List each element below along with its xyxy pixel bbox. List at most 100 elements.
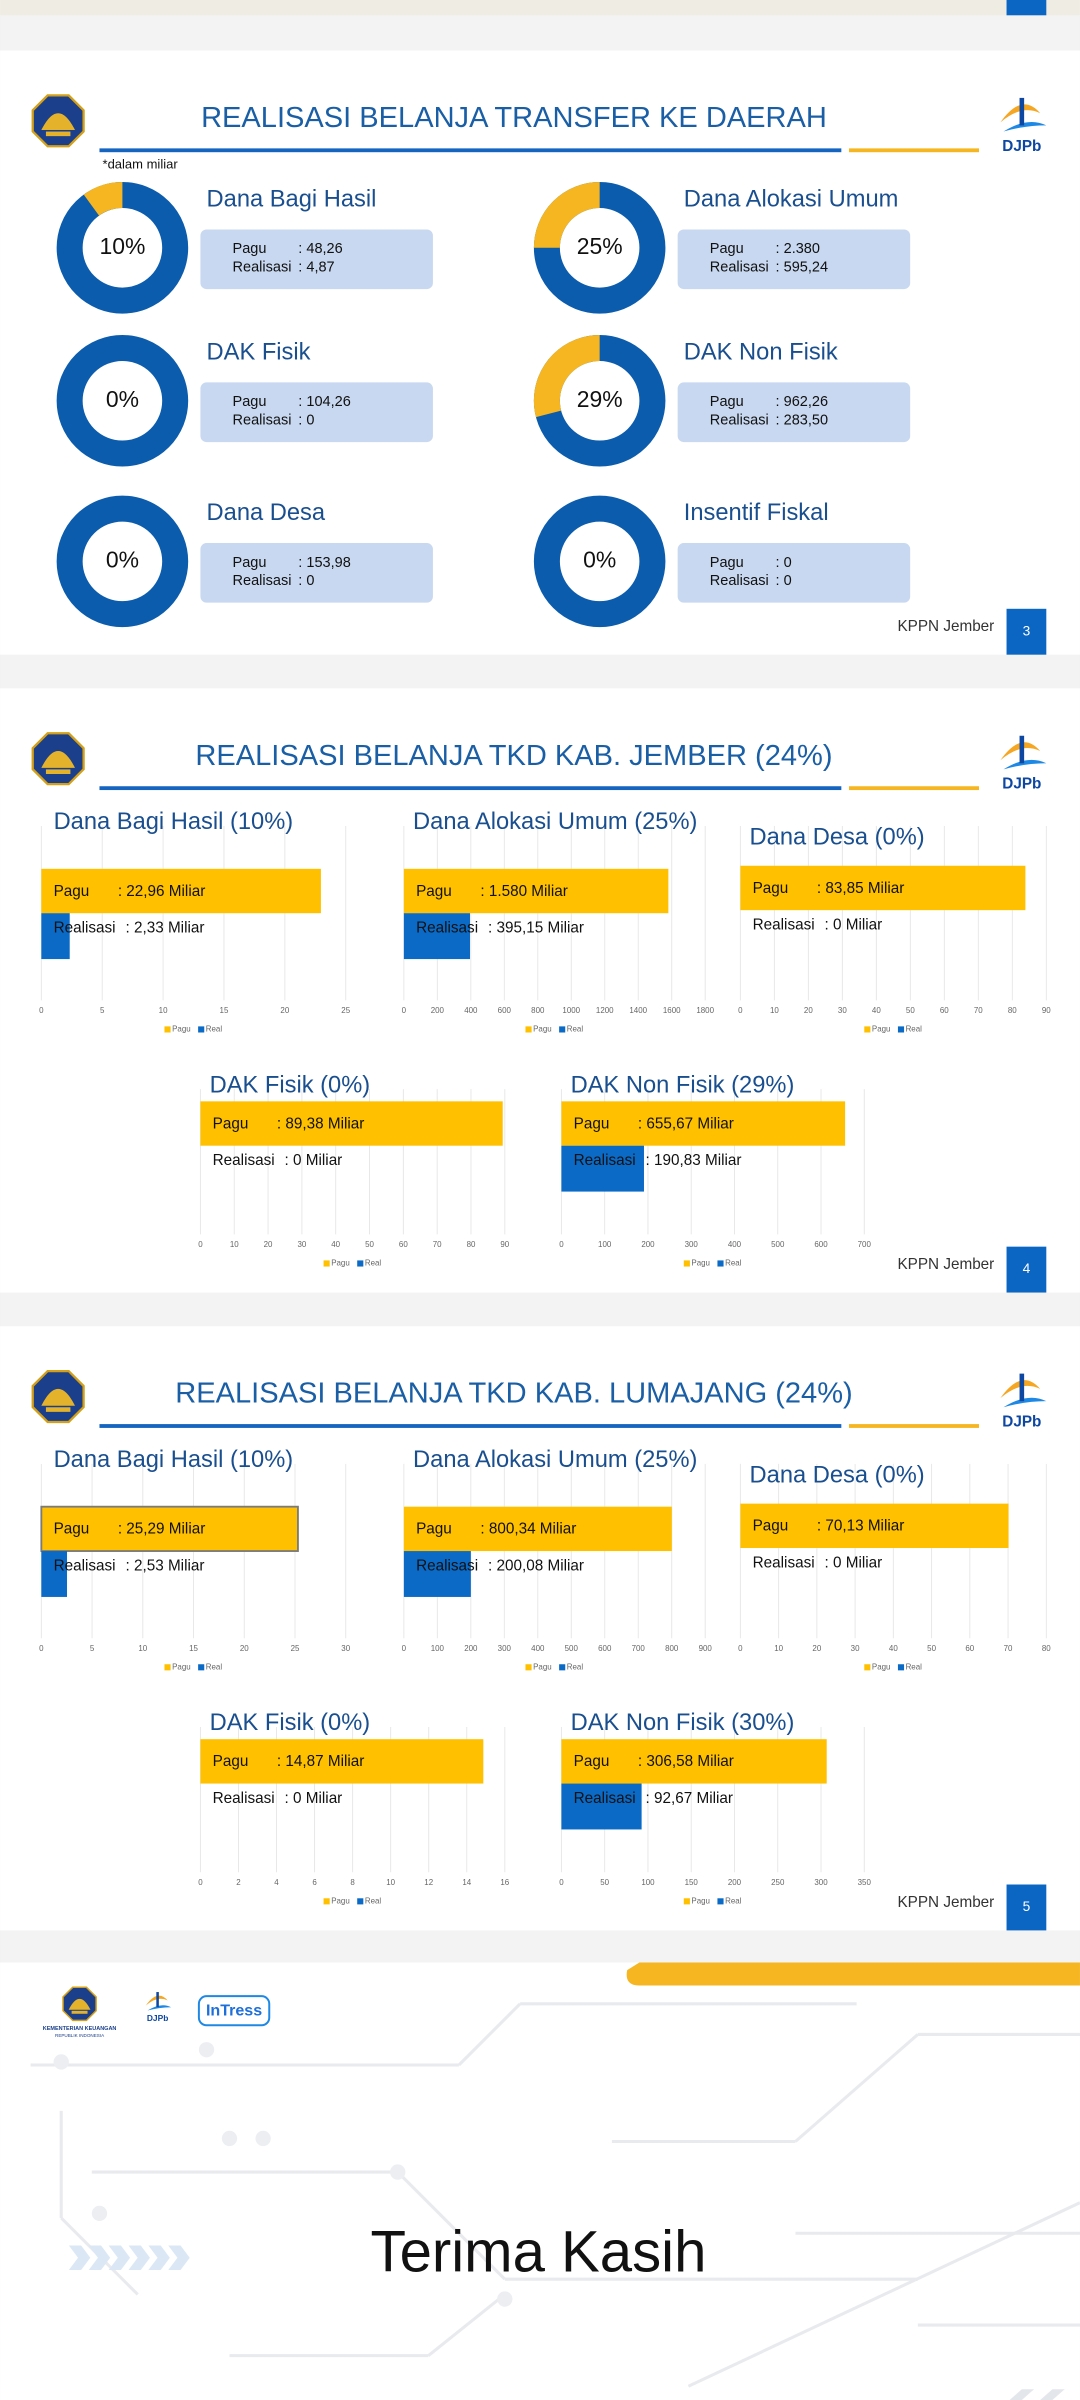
x-tick-label: 70	[433, 1240, 442, 1249]
pagu-bar	[41, 868, 321, 914]
x-tick-label: 20	[240, 1644, 249, 1653]
info-box	[200, 382, 433, 443]
realisasi-value: : 92,67 Miliar	[646, 1790, 733, 1807]
x-tick-label: 1200	[596, 1006, 614, 1015]
x-tick-label: 1600	[663, 1006, 681, 1015]
realisasi-label: Realisasi	[710, 573, 769, 589]
realisasi-value: : 2,33 Miliar	[125, 920, 204, 937]
donut-arc	[533, 334, 601, 418]
title-underline	[99, 148, 842, 153]
x-tick-label: 90	[1042, 1006, 1051, 1015]
x-tick-label: 200	[641, 1240, 655, 1249]
realisasi-value: : 395,15 Miliar	[488, 920, 584, 937]
x-tick-label: 25	[291, 1644, 300, 1653]
legend-label: Real	[567, 1662, 584, 1671]
country-text: REPUBLIK INDONESIA	[55, 2033, 105, 2038]
x-tick-label: 50	[906, 1006, 915, 1015]
realisasi-value: : 200,08 Miliar	[488, 1557, 584, 1574]
emblem-base	[45, 1407, 71, 1412]
title-underline	[99, 786, 842, 791]
pagu-bar	[740, 1503, 1009, 1548]
x-tick-label: 800	[531, 1006, 545, 1015]
pagu-label: Pagu	[710, 241, 744, 257]
x-tick-label: 50	[365, 1240, 374, 1249]
title-underline-accent	[848, 786, 980, 791]
x-tick-label: 20	[264, 1240, 273, 1249]
chevron	[88, 2245, 111, 2270]
slide	[0, 688, 1080, 1293]
accent-band	[626, 1962, 1080, 1986]
x-tick-label: 30	[851, 1644, 860, 1653]
x-tick-label: 300	[814, 1878, 828, 1887]
djpb-bar	[156, 1992, 159, 2008]
legend-label: Pagu	[872, 1662, 891, 1671]
pagu-label: Pagu	[416, 883, 452, 900]
info-box	[677, 543, 911, 603]
x-tick-label: 0	[402, 1644, 407, 1653]
pagu-bar	[561, 1739, 827, 1784]
previous-slide	[0, 0, 1080, 16]
x-tick-label: 10	[138, 1644, 147, 1653]
pagu-value: : 306,58 Miliar	[638, 1753, 734, 1770]
page-number: 5	[1023, 1899, 1031, 1914]
chart-title: Dana Desa (0%)	[750, 825, 925, 851]
donut-percent: 0%	[106, 386, 139, 412]
realisasi-value: : 595,24	[776, 260, 828, 276]
legend-swatch	[683, 1260, 690, 1267]
djpb-text: DJPb	[1002, 776, 1041, 793]
donut-ring	[56, 495, 189, 628]
x-tick-label: 150	[685, 1878, 699, 1887]
realisasi-label: Realisasi	[213, 1790, 275, 1807]
footer-text: KPPN Jember	[897, 618, 994, 635]
legend-label: Real	[725, 1896, 742, 1905]
realisasi-label: Realisasi	[710, 260, 769, 276]
x-tick-label: 10	[774, 1644, 783, 1653]
title-underline	[99, 1424, 842, 1428]
x-tick-label: 20	[280, 1006, 289, 1015]
x-tick-label: 5	[90, 1644, 95, 1653]
pagu-label: Pagu	[710, 394, 744, 410]
chart-title: Dana Desa (0%)	[750, 1462, 925, 1488]
legend-swatch	[864, 1664, 871, 1671]
pagu-value: : 70,13 Miliar	[817, 1518, 904, 1535]
circuit-node	[91, 2205, 108, 2222]
x-tick-label: 50	[927, 1644, 936, 1653]
x-tick-label: 500	[565, 1644, 579, 1653]
circuit-line	[794, 2033, 919, 2143]
x-tick-label: 6	[312, 1878, 317, 1887]
info-box	[677, 382, 911, 443]
x-tick-label: 60	[399, 1240, 408, 1249]
emblem-wing	[41, 113, 75, 131]
x-tick-label: 100	[598, 1240, 612, 1249]
x-tick-label: 600	[814, 1240, 828, 1249]
x-tick-label: 10	[159, 1006, 168, 1015]
donut-arc	[83, 182, 124, 216]
slide	[0, 1962, 1080, 2400]
realisasi-value: : 190,83 Miliar	[646, 1152, 742, 1169]
pagu-value: : 22,96 Miliar	[118, 883, 205, 900]
pagu-value: : 104,26	[298, 394, 350, 410]
x-tick-label: 1800	[696, 1006, 714, 1015]
pagu-bar	[403, 1506, 672, 1552]
circuit-line	[427, 2293, 506, 2357]
realisasi-bar	[403, 1551, 471, 1597]
legend-swatch	[559, 1026, 566, 1033]
x-tick-label: 600	[498, 1006, 512, 1015]
legend-swatch	[525, 1026, 532, 1033]
x-tick-label: 90	[500, 1240, 509, 1249]
realisasi-bar	[41, 1551, 68, 1597]
legend-label: Real	[906, 1025, 923, 1034]
legend-swatch	[897, 1664, 905, 1671]
realisasi-label: Realisasi	[416, 1557, 478, 1574]
page-number: 3	[1023, 623, 1031, 638]
x-tick-label: 0	[402, 1006, 407, 1015]
pagu-label: Pagu	[213, 1115, 249, 1132]
djpb-swoosh	[1003, 759, 1047, 770]
legend-swatch	[357, 1898, 364, 1905]
emblem-wing	[41, 751, 75, 768]
pagu-value: : 48,26	[298, 241, 342, 257]
realisasi-bar	[561, 1145, 644, 1192]
pagu-value: : 14,87 Miliar	[277, 1753, 364, 1770]
chart-title: DAK Fisik (0%)	[210, 1072, 371, 1098]
legend-swatch	[164, 1026, 171, 1033]
